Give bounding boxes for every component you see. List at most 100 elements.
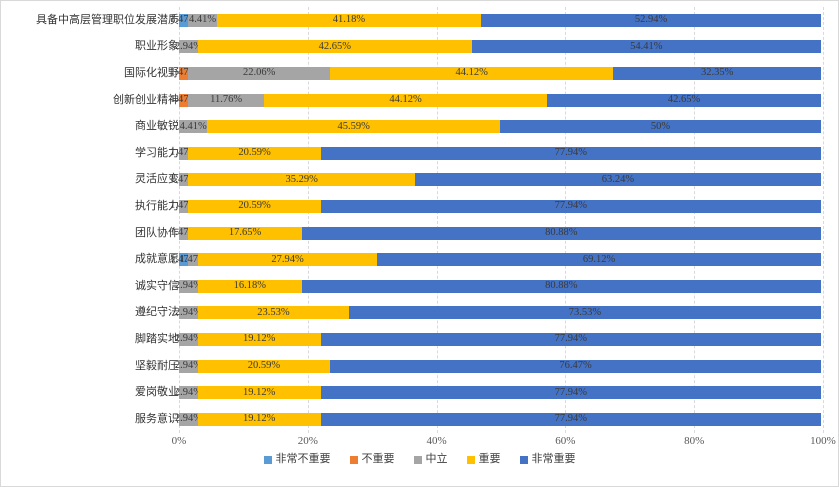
bar: 2.94% 16.18% 80.88% xyxy=(175,279,821,293)
x-axis-tick-label: 60% xyxy=(555,435,576,447)
legend-label: 非常重要 xyxy=(531,453,576,465)
legend-item: 非常重要 xyxy=(519,453,576,465)
segment-label: 11.76% xyxy=(210,93,243,105)
bar-segment: 1.47% xyxy=(170,199,197,213)
legend-label: 不重要 xyxy=(361,453,395,465)
bar-segment: 42.65% xyxy=(547,93,821,107)
bar-segment: 1.47% xyxy=(170,66,197,80)
category-label: 职业形象 xyxy=(135,40,179,53)
chart-row: 坚毅耐压 2.94% 20.59% 76.47% xyxy=(1,353,821,380)
chart-row: 国际化视野 1.47% 22.06% 44.12% 32.35% xyxy=(1,60,821,87)
bar-segment: 17.65% xyxy=(188,226,302,240)
chart-row: 诚实守信 2.94% 16.18% 80.88% xyxy=(1,273,821,300)
chart-row: 商业敏锐 4.41% 45.59% 50% xyxy=(1,113,821,140)
segment-label: 4.41% xyxy=(189,14,217,26)
bar: 2.94% 19.12% 77.94% xyxy=(175,332,821,346)
category-label: 坚毅耐压 xyxy=(135,359,179,372)
bar-segment: 77.94% xyxy=(320,146,821,160)
gridline xyxy=(436,7,438,433)
category-label: 遵纪守法 xyxy=(135,306,179,319)
segment-label: 42.65% xyxy=(318,40,351,52)
category-label: 学习能力 xyxy=(135,146,179,159)
bar: 2.94% 19.12% 77.94% xyxy=(175,412,821,426)
bar: 2.94% 20.59% 76.47% xyxy=(175,359,821,373)
bar-segment: 1.47% xyxy=(170,253,197,267)
bar-segment: 50% xyxy=(499,120,821,134)
bar-segment: 1.47% xyxy=(170,226,197,240)
bar-segment: 4.41% xyxy=(188,13,217,27)
segment-label: 73.53% xyxy=(568,306,602,318)
segment-label: 20.59% xyxy=(238,147,271,159)
bar: 1.47% 22.06% 44.12% 32.35% xyxy=(170,66,821,80)
category-label: 诚实守信 xyxy=(135,279,179,292)
bar-segment: 63.24% xyxy=(414,173,821,187)
category-label: 爱岗敬业 xyxy=(135,386,179,399)
x-axis-tick-label: 0% xyxy=(171,435,187,447)
segment-label: 20.59% xyxy=(238,200,271,212)
bar-segment: 19.12% xyxy=(197,332,321,346)
bar-segment: 77.94% xyxy=(320,412,821,426)
bar-segment: 16.18% xyxy=(197,279,302,293)
bar-segment: 1.47% xyxy=(170,93,197,107)
segment-label: 19.12% xyxy=(243,333,276,345)
chart-row: 团队协作 1.47% 17.65% 80.88% xyxy=(1,220,821,247)
category-label: 具备中高层管理职位发展潜质 xyxy=(36,13,179,26)
bar-segment: 54.41% xyxy=(471,40,821,54)
category-label: 执行能力 xyxy=(135,199,179,212)
x-axis-tick-label: 100% xyxy=(810,435,836,447)
category-label: 成就意愿 xyxy=(135,253,179,266)
bar-segment: 80.88% xyxy=(301,226,821,240)
segment-label: 80.88% xyxy=(545,226,578,238)
bar-segment: 11.76% xyxy=(188,93,264,107)
bar-segment: 44.12% xyxy=(263,93,548,107)
category-label: 脚踏实地 xyxy=(135,332,179,345)
bar-segment: 23.53% xyxy=(197,306,349,320)
chart-row: 学习能力 1.47% 20.59% 77.94% xyxy=(1,140,821,167)
bar-segment: 77.94% xyxy=(320,386,821,400)
legend-item: 非常不重要 xyxy=(263,454,331,465)
chart-row: 脚踏实地 2.94% 19.12% 77.94% xyxy=(1,326,821,353)
legend-swatch-icon xyxy=(263,455,272,464)
segment-label: 52.94% xyxy=(634,14,668,26)
bar-segment: 73.53% xyxy=(348,306,821,320)
category-label: 国际化视野 xyxy=(124,66,179,79)
legend-label: 重要 xyxy=(478,453,501,465)
plot-area: 具备中高层管理职位发展潜质 1.47% 4.41% 41.18% 52.94% 职业形象 2… xyxy=(1,7,821,433)
chart-row: 服务意识 2.94% 19.12% 77.94% xyxy=(1,406,821,433)
bar-segment: 19.12% xyxy=(197,386,321,400)
segment-label: 22.06% xyxy=(243,67,276,79)
legend-item: 重要 xyxy=(466,453,501,465)
segment-label: 54.41% xyxy=(630,40,663,52)
bar: 4.41% 45.59% 50% xyxy=(179,120,821,134)
segment-label: 23.53% xyxy=(257,306,290,318)
gridline xyxy=(307,7,309,433)
segment-label: 41.18% xyxy=(332,14,366,26)
segment-label: 77.94% xyxy=(554,412,587,424)
bar-segment: 4.41% xyxy=(179,120,208,134)
bar-segment: 32.35% xyxy=(613,66,821,80)
segment-label: 44.12% xyxy=(389,93,422,105)
bar-segment: 20.59% xyxy=(197,359,331,373)
bar-segment: 1.47% xyxy=(180,253,207,267)
bar-segment: 22.06% xyxy=(188,66,331,80)
segment-label: 19.12% xyxy=(243,412,276,424)
segment-label: 4.41% xyxy=(179,120,207,132)
segment-label: 77.94% xyxy=(554,147,587,159)
segment-label: 69.12% xyxy=(582,253,616,265)
chart-row: 爱岗敬业 2.94% 19.12% 77.94% xyxy=(1,379,821,406)
segment-label: 19.12% xyxy=(243,386,276,398)
bar-segment: 69.12% xyxy=(377,253,821,267)
segment-label: 16.18% xyxy=(233,279,266,291)
chart-row: 灵活应变 1.47% 35.29% 63.24% xyxy=(1,167,821,194)
category-label: 商业敏锐 xyxy=(135,120,179,133)
bar-segment: 1.47% xyxy=(170,173,197,187)
x-axis-tick-label: 40% xyxy=(426,435,447,447)
segment-label: 20.59% xyxy=(247,359,281,371)
bar: 1.47% 20.59% 77.94% xyxy=(170,199,821,213)
bar-segment: 77.94% xyxy=(320,332,821,346)
bar: 1.47% 17.65% 80.88% xyxy=(170,226,821,240)
chart-row: 具备中高层管理职位发展潜质 1.47% 4.41% 41.18% 52.94% xyxy=(1,7,821,34)
gridline xyxy=(823,7,824,433)
category-label: 创新创业精神 xyxy=(113,93,179,106)
legend-swatch-icon xyxy=(349,455,358,464)
